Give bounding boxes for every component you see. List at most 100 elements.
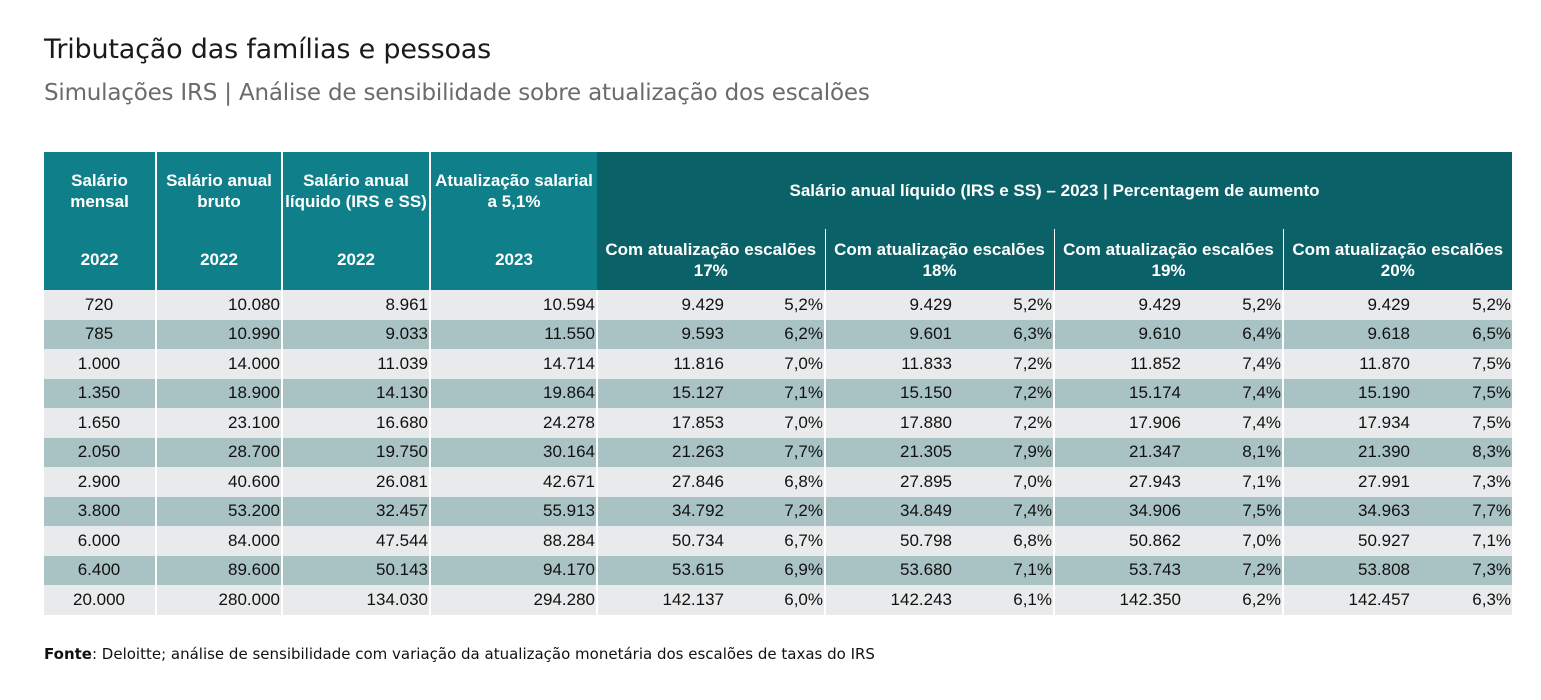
table-cell: 6.400 [44,555,157,585]
table-cell: 17.906 [1054,408,1182,438]
table-cell: 53.808 [1283,555,1411,585]
table-cell: 53.615 [597,555,725,585]
table-cell: 7,3% [1411,555,1513,585]
table-cell: 47.544 [282,526,431,556]
table-cell: 21.390 [1283,437,1411,467]
table-cell: 7,5% [1411,408,1513,438]
table-cell: 19.864 [430,378,598,408]
header-escaloes-20: Com atualização escalões 20% [1282,229,1513,290]
table-cell: 142.243 [825,585,953,615]
table-cell: 50.734 [597,526,725,556]
table-cell: 27.846 [597,467,725,497]
table-cell: 32.457 [282,496,431,526]
table-cell: 20.000 [44,585,157,615]
table-cell: 26.081 [282,467,431,497]
table-cell: 53.743 [1054,555,1182,585]
table-cell: 9.429 [1054,290,1182,320]
table-cell: 89.600 [156,555,283,585]
table-row: 1.350 18.900 14.130 19.864 15.127 7,1% 15.150 7… [44,378,1513,408]
table-cell: 6,9% [725,555,826,585]
page-title: Tributação das famílias e pessoas [44,34,491,65]
header-atualizacao-salarial: Atualização salarial a 5,1% [430,152,597,229]
table-cell: 11.852 [1054,349,1182,379]
page-subtitle: Simulações IRS | Análise de sensibilidad… [44,80,870,106]
table-cell: 23.100 [156,408,283,438]
table-cell: 142.137 [597,585,725,615]
header-escaloes-17: Com atualização escalões 17% [597,229,825,290]
table-cell: 34.849 [825,496,953,526]
table-cell: 9.601 [825,319,953,349]
header-year-2022-liquido: 2022 [282,229,431,290]
table-row: 2.050 28.700 19.750 30.164 21.263 7,7% 21.305 7… [44,437,1513,467]
table-cell: 7,3% [1411,467,1513,497]
table-cell: 7,4% [1182,378,1284,408]
table-cell: 27.991 [1283,467,1411,497]
header-salario-anual-liquido: Salário anual líquido (IRS e SS) [282,152,431,229]
table-cell: 7,0% [725,408,826,438]
table-cell: 10.080 [156,290,283,320]
table-cell: 7,5% [1411,349,1513,379]
table-cell: 5,2% [953,290,1055,320]
table-cell: 27.895 [825,467,953,497]
header-group-salario-liquido-2023: Salário anual líquido (IRS e SS) – 2023 … [597,152,1513,229]
table-cell: 40.600 [156,467,283,497]
table-cell: 142.457 [1283,585,1411,615]
table-cell: 5,2% [1411,290,1513,320]
table-cell: 7,0% [725,349,826,379]
table-cell: 7,7% [1411,496,1513,526]
source-note: Fonte: Deloitte; análise de sensibilidad… [44,645,875,663]
table-cell: 11.870 [1283,349,1411,379]
table-cell: 7,2% [725,496,826,526]
table-cell: 785 [44,319,157,349]
table-cell: 55.913 [430,496,598,526]
table-cell: 7,4% [953,496,1055,526]
table-cell: 9.429 [825,290,953,320]
table-cell: 88.284 [430,526,598,556]
table-cell: 8,1% [1182,437,1284,467]
table-cell: 7,1% [1411,526,1513,556]
source-text: : Deloitte; análise de sensibilidade com… [91,645,875,663]
table-cell: 94.170 [430,555,598,585]
table-cell: 7,4% [1182,408,1284,438]
table-cell: 18.900 [156,378,283,408]
table-cell: 1.650 [44,408,157,438]
table-cell: 50.798 [825,526,953,556]
header-salario-mensal: Salário mensal [44,152,157,229]
table-cell: 7,2% [953,408,1055,438]
table-cell: 9.618 [1283,319,1411,349]
table-cell: 2.900 [44,467,157,497]
table-cell: 34.963 [1283,496,1411,526]
table-cell: 7,1% [725,378,826,408]
table-cell: 6,4% [1182,319,1284,349]
table-cell: 50.143 [282,555,431,585]
table-cell: 53.680 [825,555,953,585]
table-cell: 7,2% [953,378,1055,408]
table-row: 2.900 40.600 26.081 42.671 27.846 6,8% 27.895 7… [44,467,1513,497]
header-year-2022-bruto: 2022 [156,229,283,290]
table-cell: 15.150 [825,378,953,408]
table-cell: 21.263 [597,437,725,467]
header-year-2023-atualizacao: 2023 [430,229,597,290]
table-cell: 10.990 [156,319,283,349]
header-escaloes-19: Com atualização escalões 19% [1053,229,1283,290]
table-cell: 17.853 [597,408,725,438]
table-row: 20.000 280.000 134.030 294.280 142.137 6,0% 14… [44,585,1513,615]
table-cell: 6,8% [953,526,1055,556]
table-cell: 6,5% [1411,319,1513,349]
table-row: 6.000 84.000 47.544 88.284 50.734 6,7% 50.798 6… [44,526,1513,556]
table-cell: 21.305 [825,437,953,467]
table-cell: 9.429 [597,290,725,320]
table-cell: 53.200 [156,496,283,526]
table-cell: 9.429 [1283,290,1411,320]
table-cell: 6,2% [1182,585,1284,615]
table-cell: 6,2% [725,319,826,349]
table-cell: 7,1% [1182,467,1284,497]
source-label: Fonte [44,645,92,663]
table-cell: 16.680 [282,408,431,438]
table-cell: 294.280 [430,585,598,615]
table-cell: 280.000 [156,585,283,615]
irs-sensitivity-table: Salário mensal Salário anual bruto Salár… [44,152,1513,615]
table-cell: 3.800 [44,496,157,526]
table-cell: 14.130 [282,378,431,408]
table-cell: 2.050 [44,437,157,467]
